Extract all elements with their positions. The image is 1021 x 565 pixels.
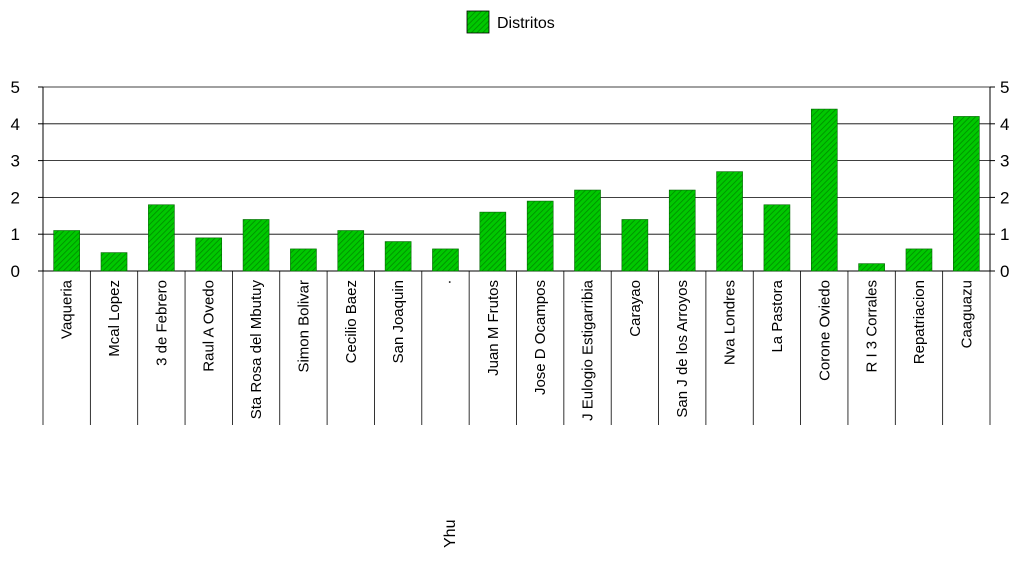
category-label: Repatriacion xyxy=(911,280,928,364)
bar xyxy=(574,189,601,272)
bars xyxy=(53,108,980,272)
category-label: Corone Oviedo xyxy=(816,280,833,381)
category-label: Carayao xyxy=(627,280,644,337)
category-label: Mcal Lopez xyxy=(106,280,123,357)
category-labels: Vaqueria Mcal Lopez 3 de Febrero Raul A Ove… xyxy=(42,271,991,425)
category-label: . xyxy=(437,280,454,284)
y-tick-label-right: 1 xyxy=(1000,225,1009,244)
y-tick-label: 0 xyxy=(11,262,20,281)
category-label: San J de los Arroyos xyxy=(674,280,691,418)
y-tick-label-right: 3 xyxy=(1000,152,1009,171)
bar xyxy=(53,230,80,272)
bar xyxy=(668,189,696,272)
bar xyxy=(242,219,270,272)
bar xyxy=(432,248,459,272)
category-label: Vaqueria xyxy=(59,279,76,339)
legend: Distritos xyxy=(466,10,555,34)
category-label: R I 3 Corrales xyxy=(864,280,881,373)
category-label: Nva Londres xyxy=(722,280,739,365)
bar xyxy=(384,241,412,272)
legend-swatch xyxy=(466,10,490,34)
bar xyxy=(953,116,980,272)
left-axis: 0 1 2 3 4 5 xyxy=(11,78,44,281)
category-label: Juan M Frutos xyxy=(485,280,502,376)
category-label: San Joaquin xyxy=(390,280,407,363)
category-label: 3 de Febrero xyxy=(153,280,170,366)
legend-label: Distritos xyxy=(497,15,555,32)
y-tick-label-right: 0 xyxy=(1000,262,1009,281)
category-label: Cecilio Baez xyxy=(343,280,360,363)
bar xyxy=(337,230,365,272)
y-tick-label-right: 5 xyxy=(1000,78,1009,97)
category-label: La Pastora xyxy=(769,279,786,352)
bar xyxy=(763,204,791,272)
bar xyxy=(858,263,885,272)
y-tick-label-right: 2 xyxy=(1000,188,1009,207)
y-tick-label: 5 xyxy=(11,78,20,97)
bar xyxy=(621,219,649,272)
bar xyxy=(716,171,743,272)
category-label: Caaguazu xyxy=(958,280,975,348)
bar xyxy=(479,211,507,272)
category-label: Raul A Ovedo xyxy=(201,280,218,372)
bar xyxy=(526,200,554,272)
y-tick-label: 4 xyxy=(11,115,20,134)
y-tick-label: 3 xyxy=(11,152,20,171)
y-tick-label-right: 4 xyxy=(1000,115,1009,134)
grid xyxy=(43,86,990,272)
x-axis-title: Yhu xyxy=(442,520,459,548)
category-label: Sta Rosa del Mbutuy xyxy=(248,280,265,420)
bar xyxy=(100,252,128,272)
right-axis: 0 1 2 3 4 5 xyxy=(989,78,1009,281)
category-label: Simon Bolivar xyxy=(295,280,312,373)
category-label: J Eulogio Estigarribia xyxy=(580,279,597,421)
y-tick-label: 1 xyxy=(11,225,20,244)
bar xyxy=(195,237,223,272)
bar xyxy=(148,204,175,272)
bar xyxy=(290,248,317,272)
y-tick-label: 2 xyxy=(11,188,20,207)
category-label: Jose D Ocampos xyxy=(532,280,549,395)
bar xyxy=(810,108,838,272)
bar xyxy=(905,248,933,272)
